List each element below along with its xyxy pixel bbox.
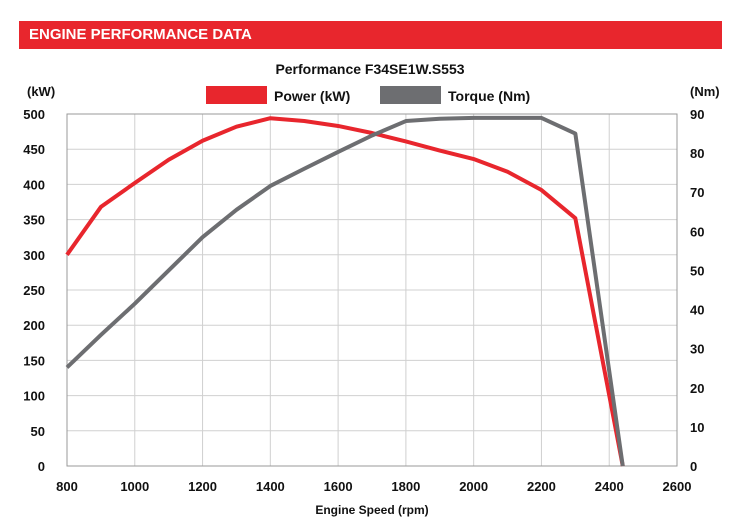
x-tick-label: 800 bbox=[56, 479, 78, 494]
y2-tick-label: 20 bbox=[690, 381, 704, 396]
x-axis-label: Engine Speed (rpm) bbox=[315, 503, 428, 517]
y-tick-label: 0 bbox=[38, 459, 45, 474]
x-tick-label: 1400 bbox=[256, 479, 285, 494]
x-tick-label: 1600 bbox=[324, 479, 353, 494]
y-tick-label: 450 bbox=[23, 142, 45, 157]
plot-frame bbox=[66, 113, 678, 467]
y-tick-label: 250 bbox=[23, 283, 45, 298]
y2-tick-label: 0 bbox=[690, 459, 697, 474]
header-title: ENGINE PERFORMANCE DATA bbox=[29, 26, 252, 43]
x-tick-label: 2200 bbox=[527, 479, 556, 494]
y-axis-label: (kW) bbox=[27, 84, 55, 99]
y-tick-label: 200 bbox=[23, 318, 45, 333]
series-line-power bbox=[65, 116, 625, 467]
y2-tick-label: 90 bbox=[690, 107, 704, 122]
y2-tick-label: 80 bbox=[690, 146, 704, 161]
x-tick-label: 1800 bbox=[391, 479, 420, 494]
legend-swatch bbox=[206, 86, 267, 104]
series-line-torque bbox=[65, 115, 625, 467]
y-tick-label: 50 bbox=[31, 424, 45, 439]
legend-swatch bbox=[380, 86, 441, 104]
y2-tick-label: 60 bbox=[690, 224, 704, 239]
y2-axis-label: (Nm) bbox=[690, 84, 720, 99]
legend-label: Power (kW) bbox=[274, 88, 350, 104]
x-tick-label: 1000 bbox=[120, 479, 149, 494]
y-tick-label: 100 bbox=[23, 389, 45, 404]
y-tick-label: 500 bbox=[23, 107, 45, 122]
y2-tick-label: 40 bbox=[690, 303, 704, 318]
x-tick-label: 2600 bbox=[663, 479, 692, 494]
chart-title: Performance F34SE1W.S553 bbox=[275, 61, 464, 77]
header-banner: ENGINE PERFORMANCE DATA bbox=[19, 21, 722, 49]
y2-tick-label: 50 bbox=[690, 263, 704, 278]
x-tick-label: 2400 bbox=[595, 479, 624, 494]
y-tick-label: 400 bbox=[23, 177, 45, 192]
y2-tick-label: 10 bbox=[690, 420, 704, 435]
y-tick-label: 350 bbox=[23, 213, 45, 228]
y2-tick-label: 70 bbox=[690, 185, 704, 200]
x-tick-label: 2000 bbox=[459, 479, 488, 494]
legend-label: Torque (Nm) bbox=[448, 88, 530, 104]
y-tick-label: 150 bbox=[23, 353, 45, 368]
x-tick-label: 1200 bbox=[188, 479, 217, 494]
y-tick-label: 300 bbox=[23, 248, 45, 263]
y2-tick-label: 30 bbox=[690, 342, 704, 357]
